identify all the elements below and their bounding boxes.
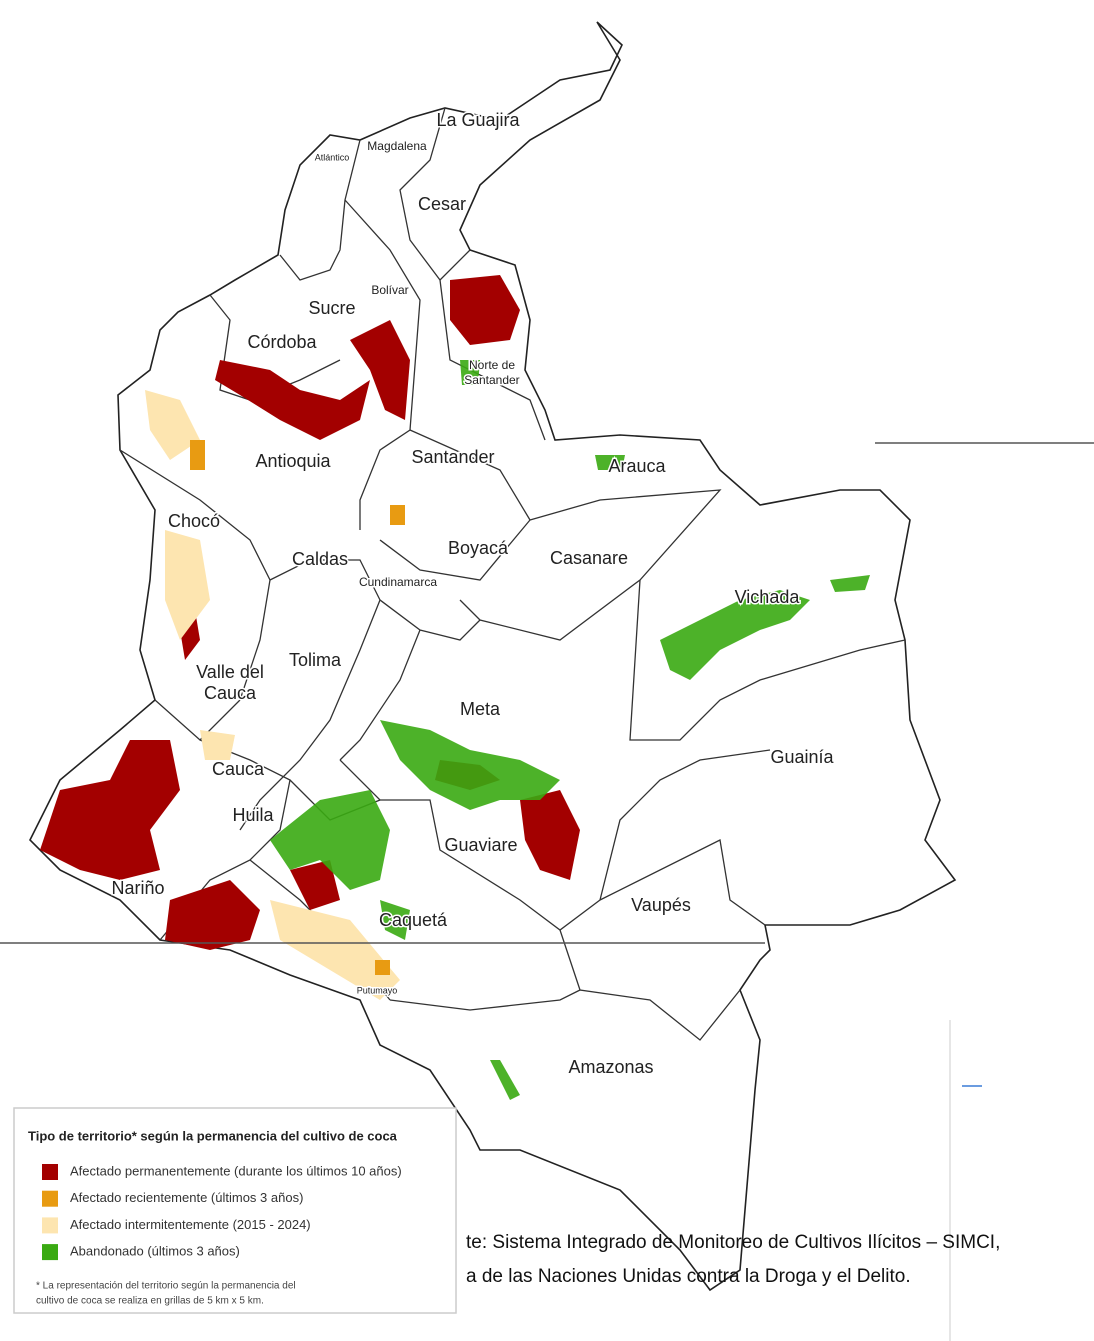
- region-label: Chocó: [168, 511, 220, 531]
- coca-intermittent-areas: [145, 390, 400, 1000]
- region-label: Tolima: [289, 650, 342, 670]
- legend-label: Abandonado (últimos 3 años): [70, 1244, 240, 1259]
- region-label: Guaviare: [444, 835, 517, 855]
- source-line: te: Sistema Integrado de Monitoreo de Cu…: [466, 1232, 1000, 1253]
- region-label: Cesar: [418, 194, 466, 214]
- legend-note: * La representación del territorio según…: [36, 1281, 296, 1292]
- region-label: Valle del: [196, 662, 264, 682]
- region-label: Córdoba: [247, 332, 317, 352]
- legend-label: Afectado intermitentemente (2015 - 2024): [70, 1217, 311, 1232]
- region-label: Vaupés: [631, 895, 691, 915]
- legend-swatch: [42, 1244, 58, 1261]
- region-label: Guainía: [770, 747, 834, 767]
- region-label: Cauca: [212, 759, 265, 779]
- region-label: Magdalena: [367, 139, 427, 153]
- reference-lines: [0, 442, 1094, 1341]
- region-label: Meta: [460, 699, 501, 719]
- legend-swatch: [42, 1190, 58, 1207]
- region-label: Putumayo: [357, 985, 398, 995]
- legend-title: Tipo de territorio* según la permanencia…: [28, 1128, 398, 1143]
- legend-note: cultivo de coca se realiza en grillas de…: [36, 1296, 264, 1307]
- region-label: Vichada: [735, 587, 801, 607]
- country-outline: [29, 21, 957, 1292]
- region-label: Arauca: [608, 456, 666, 476]
- legend-swatch: [42, 1164, 58, 1180]
- region-label: Cauca: [204, 683, 257, 703]
- region-label: Caldas: [292, 549, 348, 569]
- region-label: Casanare: [550, 548, 628, 568]
- region-label: Amazonas: [568, 1057, 653, 1077]
- coca-abandoned-areas: [270, 360, 870, 1100]
- coca-recent-areas: [190, 440, 405, 975]
- region-label: Nariño: [111, 878, 164, 898]
- legend-box: [13, 1107, 457, 1314]
- region-label: Norte de: [469, 358, 515, 372]
- region-label: La Guajira: [436, 110, 520, 130]
- legend-label: Afectado recientemente (últimos 3 años): [70, 1190, 303, 1205]
- region-label: Cundinamarca: [359, 575, 437, 589]
- region-label: Santander: [411, 447, 494, 467]
- region-label: Bolívar: [371, 283, 408, 297]
- region-labels: La Guajira Magdalena Atlántico Cesar Bol…: [110, 108, 836, 1078]
- region-label: Boyacá: [448, 538, 509, 558]
- legend-label: Afectado permanentemente (durante los úl…: [70, 1163, 402, 1178]
- region-label: Sucre: [308, 298, 355, 318]
- region-label: Huila: [232, 805, 274, 825]
- legend-swatch: [42, 1217, 58, 1234]
- region-label: Antioquia: [255, 451, 331, 471]
- region-label: Santander: [464, 373, 519, 387]
- source-line: a de las Naciones Unidas contra la Droga…: [466, 1266, 911, 1287]
- region-label: Atlántico: [315, 152, 350, 162]
- legend: Tipo de territorio* según la permanencia…: [13, 1107, 457, 1314]
- department-borders: [119, 107, 906, 1041]
- region-label: Caquetá: [379, 910, 448, 930]
